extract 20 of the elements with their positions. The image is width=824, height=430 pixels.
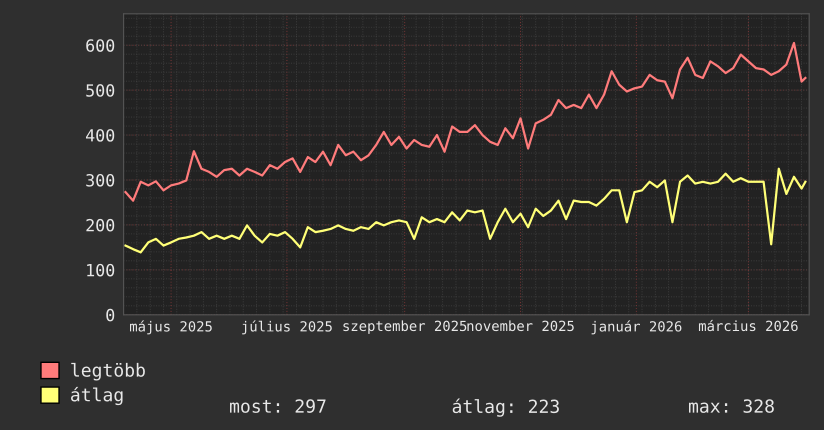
- y-tick-label: 400: [86, 129, 114, 142]
- x-tick-label: május 2025: [130, 320, 212, 334]
- y-tick-label: 300: [86, 174, 114, 187]
- x-tick-label: szeptember 2025: [343, 320, 466, 334]
- x-tick-label: január 2026: [592, 320, 682, 334]
- y-tick-label: 0: [106, 308, 114, 322]
- y-tick-label: 100: [87, 264, 114, 276]
- x-tick-label: július 2025: [242, 320, 332, 334]
- text: átlag: 223: [452, 398, 559, 417]
- line-series: [124, 168, 806, 254]
- y-tick-label: 500: [86, 84, 114, 97]
- x-tick-label: november 2025: [467, 320, 574, 332]
- text: most: 297: [230, 399, 326, 413]
- text: max: 328: [689, 399, 774, 413]
- y-tick-label: 600: [86, 39, 114, 52]
- line-series: [124, 42, 806, 202]
- legend-label: legtöbb: [71, 362, 145, 381]
- legend-label: átlag: [71, 386, 123, 406]
- y-tick-label: 200: [86, 218, 114, 232]
- x-tick-label: március 2026: [698, 320, 798, 332]
